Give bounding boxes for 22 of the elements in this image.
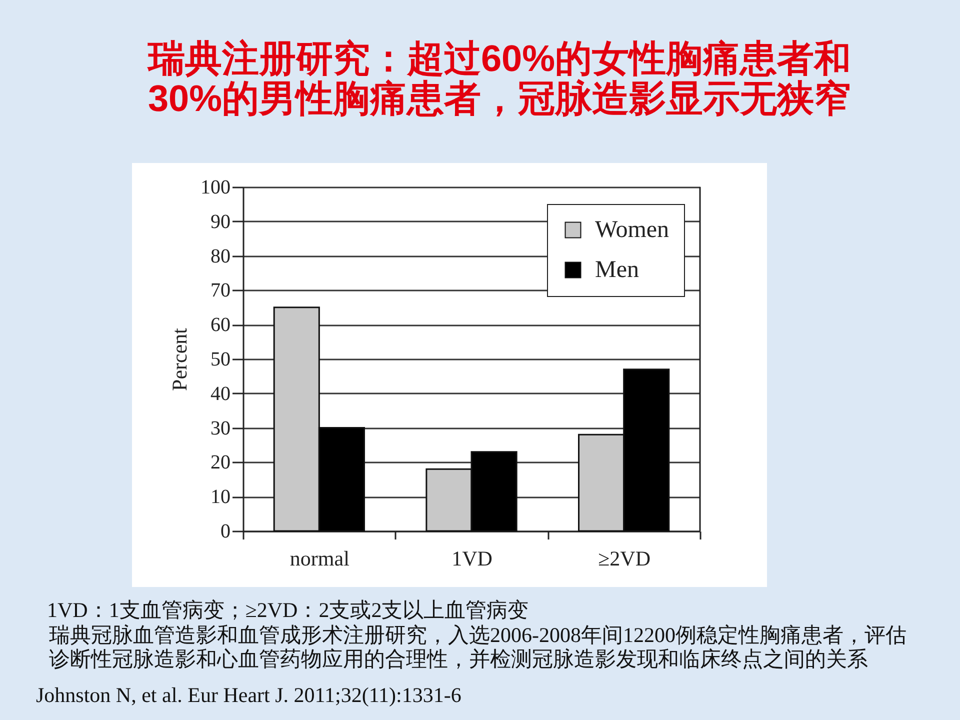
y-tick-label: 80 xyxy=(210,245,230,268)
y-tick-label: 40 xyxy=(210,382,230,405)
text: 1VD：1支血管病变；≥2VD：2支或2支以上血管病变 xyxy=(47,598,529,622)
text: Johnston N, et al. Eur Heart J. 2011;32(11):1331-6 xyxy=(36,683,462,707)
x-tick-label: normal xyxy=(290,546,350,570)
y-axis-title: Percent xyxy=(168,328,192,391)
y-tick-label: 100 xyxy=(200,176,230,198)
legend-label: Men xyxy=(595,257,639,283)
legend-label: Women xyxy=(595,217,670,243)
y-tick-label: 50 xyxy=(210,348,230,370)
y-tick-label: 20 xyxy=(210,452,230,474)
text: 瑞典冠脉血管造影和血管成形术注册研究，入选2006-2008年间12200例稳定性胸痛患者，评估 xyxy=(49,623,906,647)
chart-title: 瑞典注册研究：超过60%的女性胸痛患者和 30%的男性胸痛患者，冠脉造影显示无狭窄 xyxy=(146,38,852,119)
y-tick-label: 60 xyxy=(210,314,230,336)
x-tick-label: ≥2VD xyxy=(598,546,651,570)
y-tick-label: 70 xyxy=(210,280,230,302)
text: 诊断性冠脉造影和心血管药物应用的合理性，并检测冠脉造影发现和临床终点之间的关系 xyxy=(49,647,868,671)
y-tick-label: 10 xyxy=(210,486,230,508)
y-tick-label: 30 xyxy=(210,417,230,440)
y-tick-label: 90 xyxy=(210,210,230,233)
y-tick-label: 0 xyxy=(220,520,230,542)
x-tick-label: 1VD xyxy=(452,546,492,570)
